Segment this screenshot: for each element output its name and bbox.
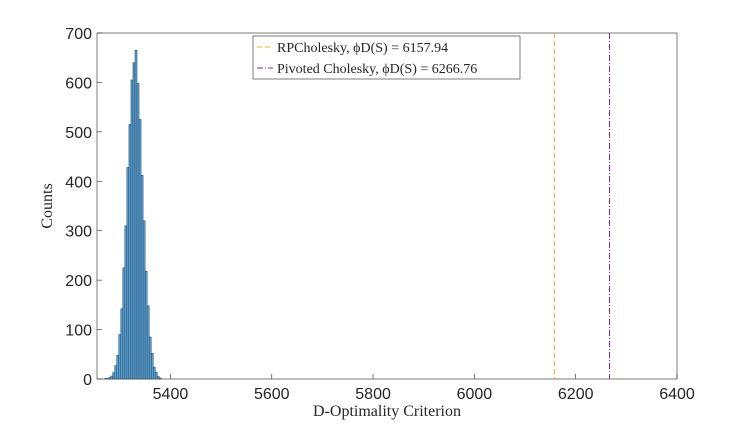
histogram-bar — [125, 226, 127, 379]
histogram-bar — [129, 124, 131, 379]
histogram-bar — [159, 378, 161, 379]
histogram-bar — [109, 378, 111, 379]
histogram-bar — [131, 80, 133, 379]
plot-area — [97, 33, 677, 379]
y-tick-label: 200 — [65, 273, 92, 290]
y-axis-label: Counts — [39, 183, 56, 228]
histogram-bar — [139, 120, 141, 380]
histogram-bar — [151, 353, 153, 379]
histogram-bar — [145, 271, 147, 379]
histogram-bar — [157, 377, 159, 379]
x-tick-label: 5600 — [254, 386, 290, 403]
x-tick-label: 5400 — [153, 386, 189, 403]
x-tick-label: 5800 — [355, 386, 391, 403]
histogram-bar — [133, 63, 135, 379]
histogram-bar — [149, 337, 151, 379]
histogram-bar — [153, 367, 155, 379]
y-tick-label: 0 — [83, 372, 92, 389]
x-tick-label: 6400 — [659, 386, 695, 403]
histogram-bar — [135, 50, 137, 379]
histogram-bar — [143, 221, 145, 379]
histogram-bar — [113, 373, 115, 379]
y-tick-label: 500 — [65, 125, 92, 142]
histogram-bar — [127, 167, 129, 379]
y-tick-label: 600 — [65, 75, 92, 92]
histogram-bar — [147, 306, 149, 379]
histogram-bar — [123, 268, 125, 379]
y-tick-label: 300 — [65, 224, 92, 241]
x-axis-label: D-Optimality Criterion — [313, 403, 461, 420]
y-tick-label: 700 — [65, 26, 92, 43]
histogram-bar — [137, 83, 139, 379]
histogram-bar — [141, 175, 143, 379]
histogram-bar — [117, 355, 119, 379]
y-tick-label: 100 — [65, 323, 92, 340]
legend-label: Pivoted Cholesky, ϕD(S) = 6266.76 — [277, 62, 477, 77]
histogram-bar — [121, 309, 123, 379]
histogram-bar — [111, 376, 113, 379]
histogram-bar — [119, 335, 121, 379]
legend-label: RPCholesky, ϕD(S) = 6157.94 — [277, 41, 448, 56]
histogram-bar — [115, 366, 117, 379]
histogram-bar — [155, 372, 157, 379]
y-tick-label: 400 — [65, 174, 92, 191]
x-tick-label: 6000 — [457, 386, 493, 403]
x-tick-label: 6200 — [558, 386, 594, 403]
